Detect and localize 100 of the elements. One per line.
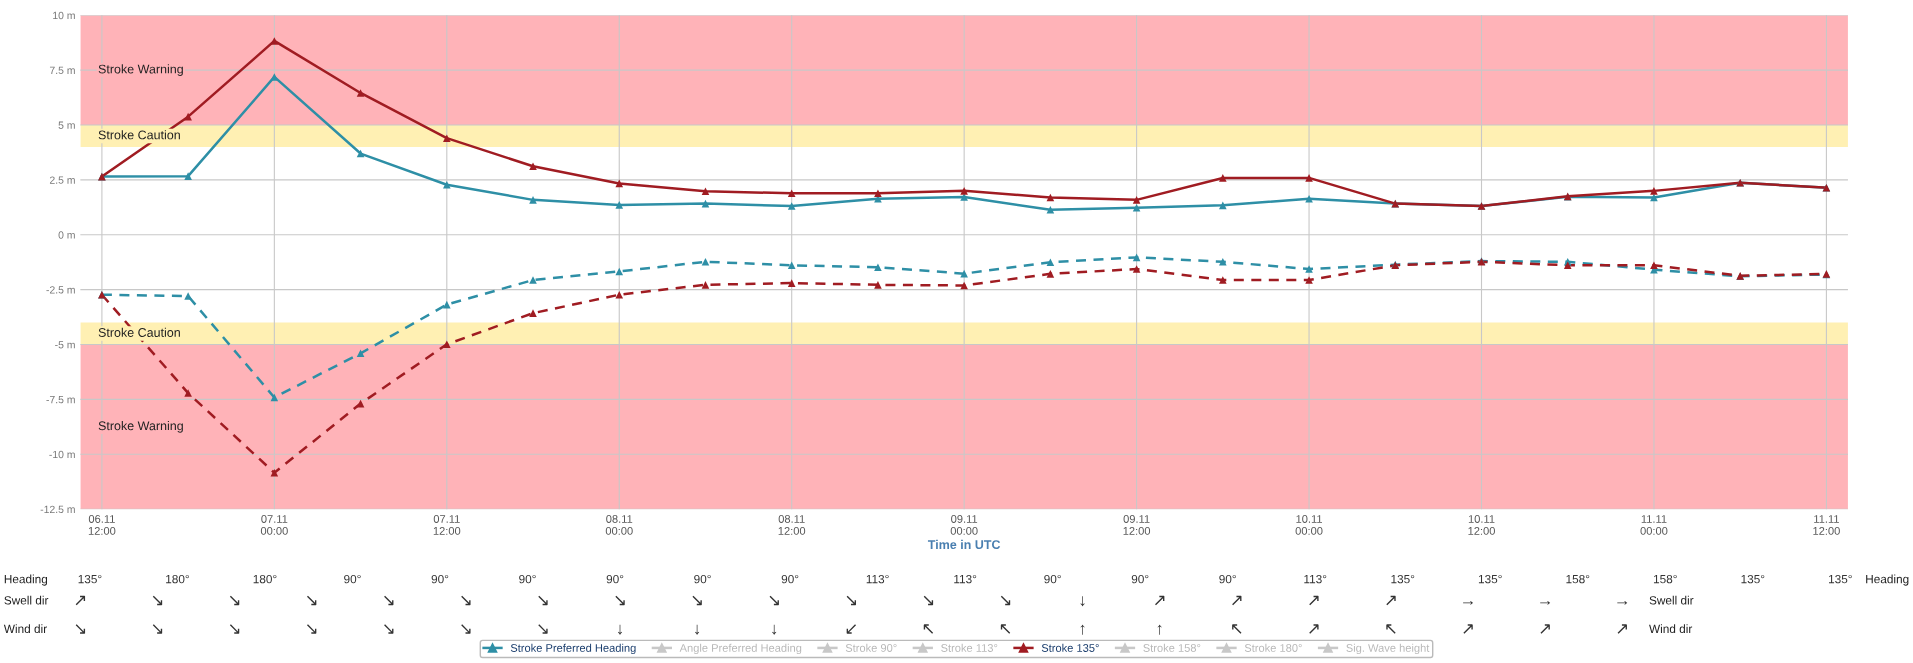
x-tick-label: 08.11 00:00 — [605, 515, 633, 535]
point — [356, 349, 365, 358]
text: Wind dir — [3, 624, 47, 634]
point — [443, 340, 451, 349]
point — [874, 263, 882, 272]
text: 135° — [78, 574, 102, 584]
y-tick-label: -5 m — [55, 341, 75, 349]
text: ↘ — [538, 595, 548, 606]
point — [184, 172, 192, 180]
point — [874, 189, 882, 198]
text: 135° — [1741, 574, 1765, 584]
point — [1305, 276, 1313, 284]
text: 90° — [1044, 574, 1061, 584]
point — [1305, 174, 1313, 182]
point — [1305, 194, 1313, 203]
text: 113° — [866, 574, 889, 584]
x-tick-label: 07.11 12:00 — [433, 515, 461, 535]
y-tick-label: 7.5 m — [49, 66, 75, 75]
text: Wind dir — [1649, 624, 1693, 634]
point — [1046, 193, 1055, 202]
point — [270, 37, 279, 45]
text: ↘ — [229, 624, 240, 634]
text: 180° — [253, 574, 277, 584]
point — [1132, 203, 1141, 212]
band-label: Stroke Warning — [98, 64, 183, 76]
y-tick-label: 5 m — [58, 121, 75, 129]
text: ↖ — [923, 624, 934, 634]
text: 135° — [1478, 574, 1502, 584]
text: 90° — [694, 574, 711, 584]
point — [701, 281, 710, 289]
text: ↘ — [461, 624, 471, 634]
text: 90° — [1219, 574, 1236, 584]
point — [787, 202, 796, 210]
text: ↑ — [1080, 624, 1085, 635]
text: 113° — [1304, 574, 1327, 584]
text: ↗ — [1386, 595, 1396, 606]
text: ↘ — [306, 624, 317, 634]
text: ↘ — [923, 595, 934, 606]
band-label: Stroke Caution — [98, 130, 180, 140]
text: 113° — [954, 574, 977, 584]
legend-label: Stroke 113° — [941, 643, 998, 652]
point — [701, 257, 710, 266]
x-tick-label: 11.11 00:00 — [1640, 515, 1668, 535]
legend-label: Sig. Wave height — [1346, 643, 1430, 655]
x-tick-label: 09.11 00:00 — [950, 515, 978, 535]
x-tick-label: 06.11 12:00 — [88, 515, 116, 535]
text: ↖ — [1232, 624, 1242, 634]
point — [529, 309, 537, 317]
y-tick-label: -10 m — [49, 450, 75, 459]
legend-label: Stroke 158° — [1143, 643, 1201, 652]
text: ↓ — [1080, 596, 1085, 607]
y-tick-label: 2.5 m — [49, 176, 75, 184]
text: ↘ — [384, 624, 394, 634]
legend-label: Stroke 90° — [845, 643, 897, 652]
y-tick-label: 10 m — [53, 11, 75, 20]
text: 135° — [1391, 574, 1415, 584]
text: ↘ — [306, 595, 317, 606]
text: ↓ — [772, 624, 777, 635]
point — [270, 468, 279, 477]
text: 90° — [1131, 574, 1149, 584]
y-tick-label: -12.5 m — [40, 505, 75, 514]
point — [787, 279, 796, 287]
text: 90° — [431, 574, 449, 584]
point — [529, 162, 537, 171]
text: ↘ — [384, 595, 394, 606]
text: ↗ — [1617, 624, 1627, 634]
point — [960, 187, 968, 195]
text: ↗ — [1463, 624, 1473, 634]
text: ↘ — [229, 595, 240, 606]
point — [529, 196, 537, 204]
point — [1219, 174, 1227, 182]
y-tick-label: -7.5 m — [46, 396, 75, 404]
text: ↗ — [1540, 624, 1550, 634]
point — [1132, 253, 1141, 262]
point — [1219, 201, 1227, 210]
point — [270, 393, 279, 402]
band-label: Stroke Caution — [98, 327, 180, 337]
legend-label: Angle Preferred Heading — [679, 643, 802, 655]
text: → — [1617, 600, 1628, 605]
text: Heading — [1866, 574, 1909, 586]
y-tick-label: 0 m — [58, 231, 75, 239]
point — [529, 276, 537, 284]
text: ↘ — [692, 595, 702, 606]
text: ↘ — [152, 595, 163, 606]
text: 90° — [519, 574, 536, 584]
text: Heading — [4, 574, 48, 586]
point — [1046, 258, 1055, 267]
text: ↙ — [846, 624, 857, 634]
text: ↘ — [461, 595, 471, 606]
x-tick-label: 10.11 12:00 — [1468, 515, 1495, 535]
point — [960, 281, 968, 290]
text: 158° — [1653, 574, 1677, 584]
y-tick-label: -2.5 m — [46, 286, 75, 294]
point — [1046, 205, 1055, 214]
legend-label: Stroke 135° — [1041, 643, 1099, 652]
point — [1219, 276, 1227, 284]
point — [960, 193, 968, 201]
legend-label: Stroke 180° — [1244, 643, 1302, 652]
text: ↖ — [1000, 624, 1011, 634]
point — [701, 187, 710, 196]
